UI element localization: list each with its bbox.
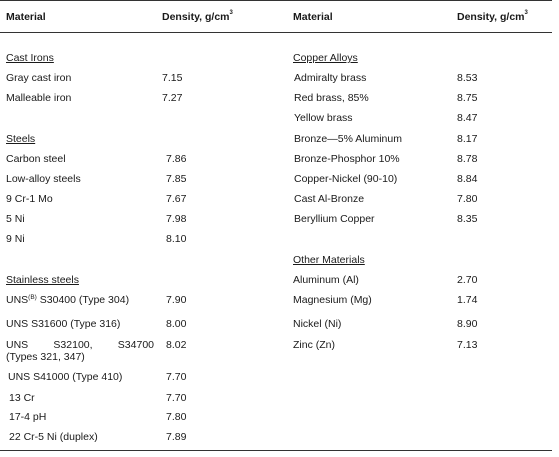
material-name: Malleable iron	[6, 92, 72, 104]
material-name: Bronze-Phosphor 10%	[294, 153, 400, 165]
material-name: Gray cast iron	[6, 72, 72, 84]
group-title-stainless-steels: Stainless steels	[6, 274, 79, 286]
group-title-cast-irons: Cast Irons	[6, 52, 54, 64]
material-name: Copper-Nickel (90-10)	[294, 173, 398, 185]
density-value: 7.70	[166, 371, 187, 383]
density-value: 7.86	[166, 153, 187, 165]
density-value: 7.13	[457, 339, 478, 351]
material-name: Cast Al-Bronze	[294, 193, 365, 205]
density-value: 7.80	[457, 193, 478, 205]
density-value: 8.35	[457, 213, 478, 225]
density-value: 2.70	[457, 274, 478, 286]
material-name: 9 Ni	[6, 233, 25, 245]
material-name: Zinc (Zn)	[293, 339, 335, 351]
material-name: 9 Cr-1 Mo	[6, 193, 53, 205]
density-value: 8.84	[457, 173, 478, 185]
material-name: 17-4 pH	[9, 411, 47, 423]
header-density-left: Density, g/cm3	[162, 10, 233, 23]
density-value: 7.67	[166, 193, 187, 205]
density-value: 7.89	[166, 431, 187, 443]
material-name: Yellow brass	[294, 112, 353, 124]
material-name: 13 Cr	[9, 392, 35, 404]
density-value: 7.90	[166, 294, 187, 306]
density-value: 1.74	[457, 294, 478, 306]
density-value: 8.53	[457, 72, 478, 84]
density-value: 8.75	[457, 92, 478, 104]
material-name: Carbon steel	[6, 153, 66, 165]
density-value: 7.70	[166, 392, 187, 404]
material-name: Magnesium (Mg)	[293, 294, 372, 306]
group-title-copper-alloys: Copper Alloys	[293, 52, 358, 64]
header-material-right: Material	[293, 11, 333, 23]
header-density-right: Density, g/cm3	[457, 10, 528, 23]
header-material-left: Material	[6, 11, 46, 23]
group-title-steels: Steels	[6, 133, 36, 145]
material-name: Low-alloy steels	[6, 173, 81, 185]
density-value: 8.00	[166, 318, 187, 330]
density-value: 8.47	[457, 112, 478, 124]
material-name: Red brass, 85%	[294, 92, 369, 104]
material-name: Admiralty brass	[294, 72, 367, 84]
density-value: 8.10	[166, 233, 187, 245]
material-name: 5 Ni	[6, 213, 25, 225]
density-value: 8.02	[166, 339, 187, 351]
material-name: UNS(B) S30400 (Type 304)	[6, 294, 130, 306]
material-name-multiline: UNS S32100, S34700 (Types 321, 347)	[6, 339, 154, 363]
material-name: Beryllium Copper	[294, 213, 375, 225]
material-name: Aluminum (Al)	[293, 274, 359, 286]
top-rule	[0, 0, 552, 1]
header-rule	[0, 32, 552, 33]
density-value: 7.85	[166, 173, 187, 185]
material-name: UNS S41000 (Type 410)	[8, 371, 123, 383]
density-value: 7.98	[166, 213, 187, 225]
material-name: Bronze—5% Aluminum	[294, 133, 402, 145]
group-title-other-materials: Other Materials	[293, 254, 365, 266]
density-value: 8.17	[457, 133, 478, 145]
material-name: Nickel (Ni)	[293, 318, 342, 330]
density-value: 7.80	[166, 411, 187, 423]
footnote-marker: (B)	[28, 294, 37, 301]
density-value: 8.90	[457, 318, 478, 330]
material-name: 22 Cr-5 Ni (duplex)	[9, 431, 98, 443]
density-value: 8.78	[457, 153, 478, 165]
density-value: 7.27	[162, 92, 183, 104]
bottom-rule	[0, 450, 552, 451]
density-value: 7.15	[162, 72, 183, 84]
material-name: UNS S31600 (Type 316)	[6, 318, 121, 330]
